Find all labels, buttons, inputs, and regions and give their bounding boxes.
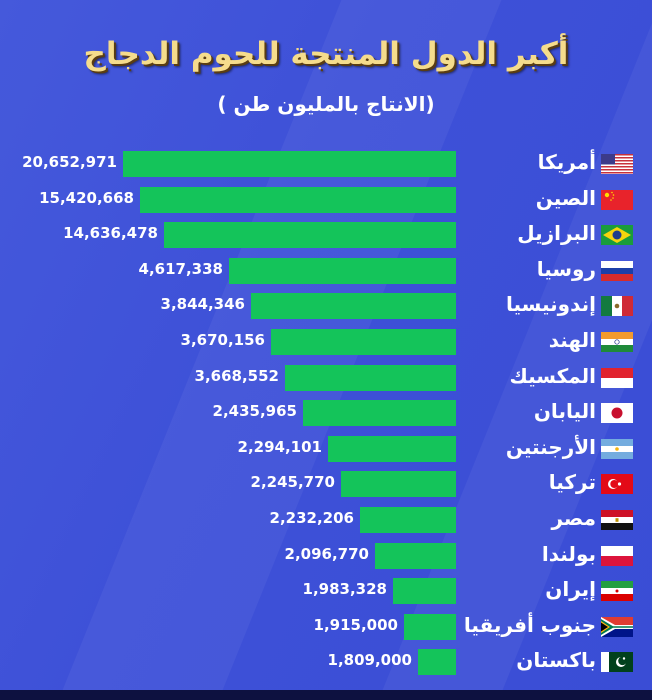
country-label: إيران (545, 577, 596, 602)
country-label: الصين (535, 185, 596, 210)
value-label: 3,844,346 (160, 295, 245, 314)
chart-row: 20,652,971 أمريكا (0, 150, 652, 177)
value-label: 2,294,101 (237, 437, 322, 456)
bar (285, 364, 456, 391)
indonesia-flag-icon (601, 367, 633, 388)
japan-flag-icon (601, 403, 633, 424)
country-label: باكستان (516, 648, 596, 673)
chart-row: 2,096,770 بولندا (0, 541, 652, 569)
country-label: إندونيسيا (505, 292, 596, 317)
bar (140, 186, 456, 213)
bar (418, 649, 456, 676)
bottom-strip (0, 690, 652, 700)
country-label: المكسيك (509, 363, 596, 388)
argentina-flag-icon (601, 438, 633, 459)
chart-subtitle: (الانتاج بالمليون طن ) (217, 92, 435, 116)
india-flag-icon (601, 332, 633, 352)
country-label: اليابان (533, 399, 596, 424)
chart-row: 4,617,338 روسيا (0, 256, 652, 284)
chart-row: 3,844,346 إندونيسيا (0, 292, 652, 320)
value-label: 14,636,478 (63, 224, 158, 243)
chart-row: 1,809,000 باكستان (0, 648, 652, 676)
value-label: 3,670,156 (180, 331, 265, 349)
value-label: 1,915,000 (313, 615, 398, 634)
country-label: بولندا (541, 541, 596, 566)
egypt-flag-icon (601, 510, 633, 530)
country-label: الهند (548, 328, 596, 352)
chart-row: 1,915,000 جنوب أفريقيا (0, 612, 652, 640)
chart-title: أكبر الدول المنتجة للحوم الدجاج (83, 36, 569, 72)
chart-row: 14,636,478 البرازيل (0, 221, 652, 249)
bar (303, 400, 456, 427)
value-label: 3,668,552 (194, 366, 279, 385)
value-label: 1,983,328 (302, 580, 387, 599)
country-label: تركيا (548, 470, 596, 495)
country-label: أمريكا (537, 150, 596, 174)
country-label: روسيا (536, 256, 596, 281)
bar (229, 257, 456, 284)
china-flag-icon (601, 189, 633, 210)
value-label: 20,652,971 (22, 153, 117, 171)
chart-row: 3,668,552 المكسيك (0, 363, 652, 391)
value-label: 2,232,206 (269, 509, 354, 527)
value-label: 4,617,338 (138, 259, 223, 278)
country-label: البرازيل (517, 221, 596, 246)
bar (341, 471, 456, 498)
turkey-flag-icon (601, 474, 633, 495)
bar (271, 329, 456, 355)
chart-row: 2,294,101 الأرجنتين (0, 434, 652, 462)
country-label: الأرجنتين (505, 434, 596, 459)
chart-row: 2,245,770 تركيا (0, 470, 652, 498)
mexico-flag-icon (601, 296, 633, 317)
chart-row: 2,232,206 مصر (0, 506, 652, 533)
value-label: 2,245,770 (250, 473, 335, 492)
bar (328, 435, 456, 462)
value-label: 2,435,965 (212, 402, 297, 421)
chart-row: 3,670,156 الهند (0, 328, 652, 355)
south-africa-flag-icon (601, 616, 633, 637)
value-label: 15,420,668 (39, 188, 134, 207)
pakistan-flag-icon (601, 652, 633, 673)
russia-flag-icon (601, 260, 633, 281)
bar (360, 507, 456, 533)
bar (123, 151, 456, 177)
bar (404, 613, 456, 640)
value-label: 1,809,000 (327, 651, 412, 670)
country-label: جنوب أفريقيا (463, 612, 596, 637)
value-label: 2,096,770 (284, 544, 369, 563)
chart-row: 2,435,965 اليابان (0, 399, 652, 427)
iran-flag-icon (601, 581, 633, 602)
bar (393, 578, 456, 605)
country-label: مصر (551, 506, 596, 530)
chart-row: 15,420,668 الصين (0, 185, 652, 213)
bar (164, 222, 456, 249)
bar (375, 542, 456, 569)
brazil-flag-icon (601, 225, 633, 246)
bar (251, 293, 456, 320)
poland-flag-icon (601, 545, 633, 566)
chart-row: 1,983,328 إيران (0, 577, 652, 605)
usa-flag-icon (601, 154, 633, 174)
